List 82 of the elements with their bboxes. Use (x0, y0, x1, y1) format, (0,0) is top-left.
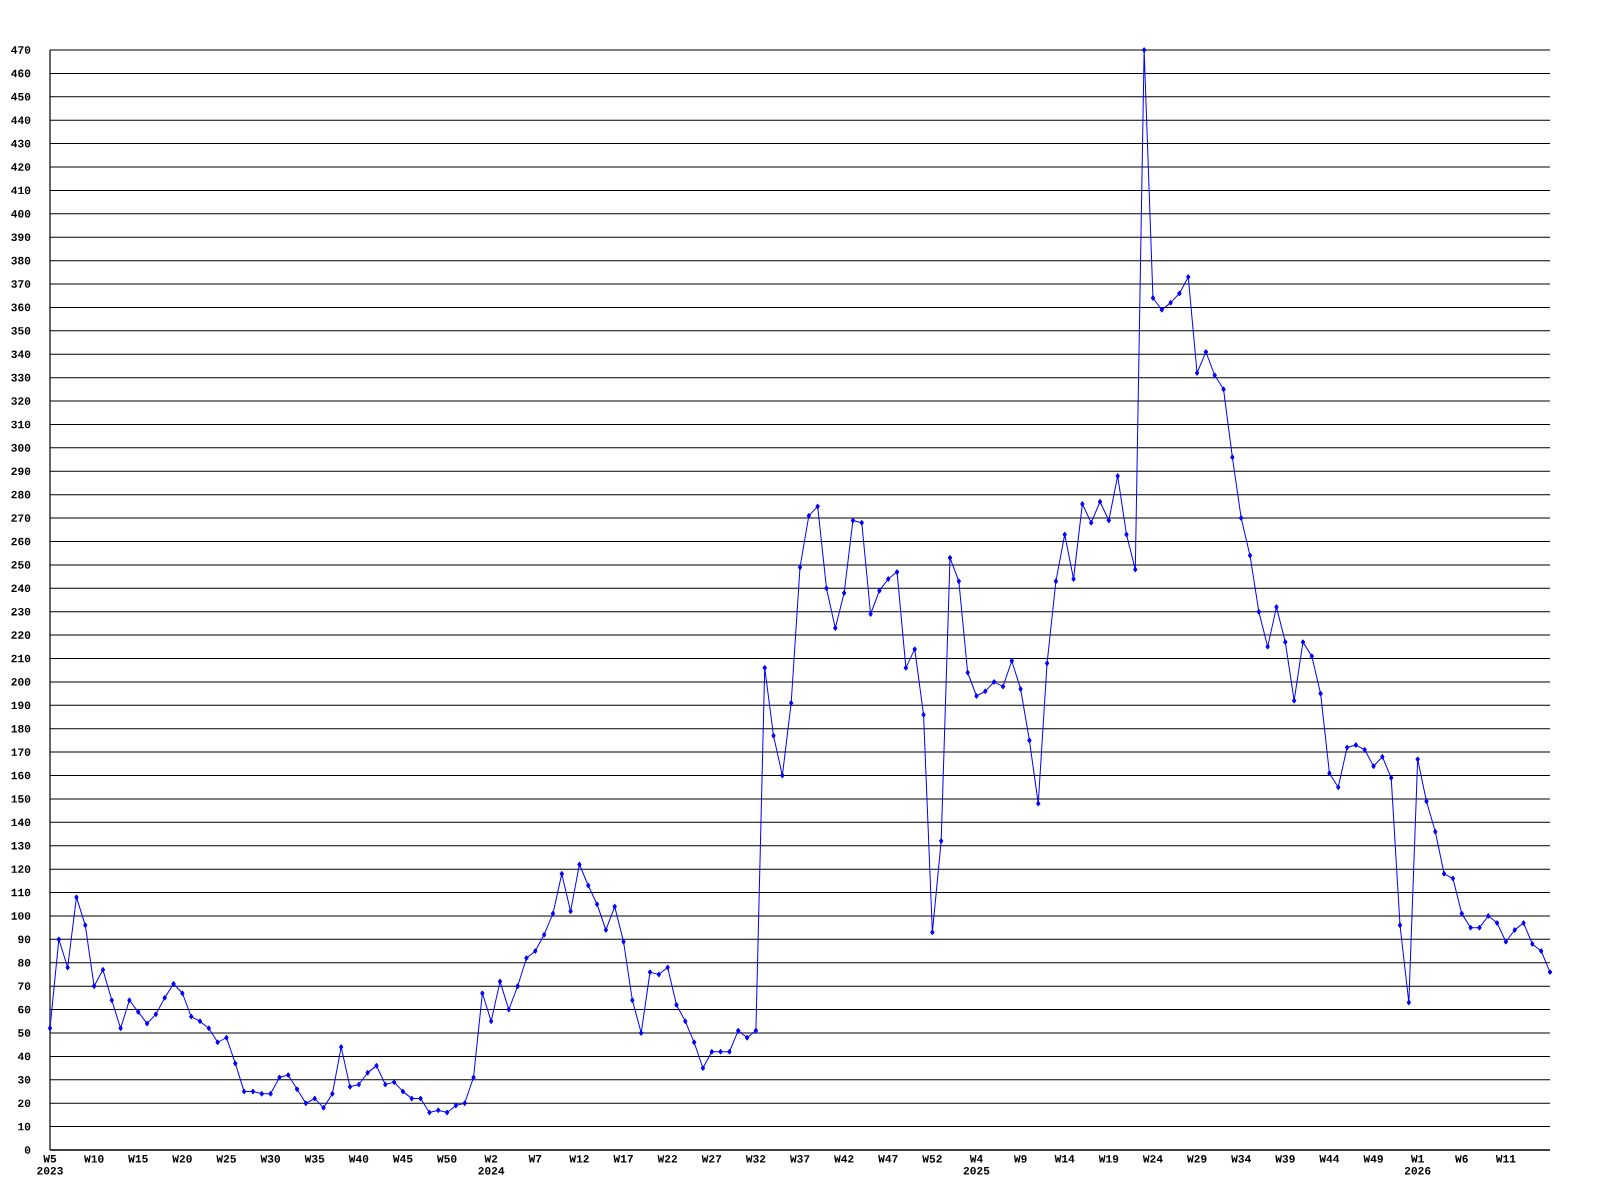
y-tick-label: 220 (11, 631, 31, 639)
x-tick-label: W22 (657, 1155, 678, 1163)
x-tick-label: W19 (1098, 1155, 1119, 1163)
y-tick-label: 70 (18, 982, 31, 990)
x-tick-label: W40 (348, 1155, 369, 1163)
y-tick-label: 90 (18, 935, 31, 944)
y-tick-label: 320 (11, 397, 31, 405)
x-tick-label: W34 (1231, 1155, 1251, 1163)
y-tick-label: 170 (11, 748, 31, 756)
y-tick-label: 210 (11, 654, 31, 663)
x-tick-label: W30 (260, 1155, 281, 1163)
y-tick-label: 440 (11, 116, 31, 124)
x-tick-label: W10 (84, 1155, 104, 1163)
y-tick-label: 120 (11, 865, 31, 873)
y-tick-label: 240 (11, 584, 31, 593)
x-tick-label: W27 (701, 1155, 722, 1163)
y-tick-label: 380 (11, 256, 31, 265)
y-tick-label: 10 (18, 1122, 31, 1131)
y-tick-label: 60 (18, 1005, 31, 1014)
x-tick-label: W50 (436, 1155, 457, 1163)
x-tick-label: W9 (1013, 1155, 1027, 1163)
y-tick-label: 450 (11, 92, 31, 101)
y-tick-label: 160 (11, 771, 31, 780)
x-tick-label: W4 2025 (963, 1155, 990, 1175)
x-tick-label: W14 (1054, 1155, 1075, 1163)
y-tick-label: 80 (18, 958, 31, 967)
y-tick-label: 390 (11, 233, 31, 242)
x-tick-label: W17 (613, 1155, 633, 1163)
x-tick-label: W12 (569, 1155, 589, 1163)
x-tick-label: W24 (1142, 1155, 1163, 1163)
y-tick-label: 360 (11, 303, 31, 312)
y-tick-label: 180 (11, 724, 31, 733)
y-tick-label: 470 (11, 46, 31, 54)
y-tick-label: 0 (24, 1146, 31, 1154)
y-tick-label: 200 (11, 678, 31, 686)
y-tick-label: 350 (11, 327, 31, 335)
x-tick-label: W2 2024 (478, 1155, 505, 1175)
y-tick-label: 150 (11, 795, 31, 803)
x-tick-label: W39 (1275, 1155, 1295, 1163)
y-tick-label: 330 (11, 373, 31, 382)
y-tick-label: 270 (11, 514, 31, 522)
y-tick-label: 30 (18, 1075, 31, 1084)
y-tick-label: 430 (11, 139, 31, 148)
x-tick-label: W32 (745, 1155, 766, 1163)
x-tick-label: W1 2026 (1404, 1155, 1431, 1175)
y-tick-label: 110 (11, 888, 31, 897)
y-tick-label: 460 (11, 69, 31, 78)
x-tick-label: W20 (172, 1155, 192, 1163)
x-tick-label: W6 (1455, 1155, 1468, 1163)
x-tick-label: W7 (528, 1155, 542, 1163)
y-tick-label: 190 (11, 701, 31, 710)
x-tick-label: W42 (834, 1155, 854, 1163)
y-tick-label: 370 (11, 280, 31, 288)
y-tick-label: 290 (11, 467, 31, 476)
y-tick-label: 400 (11, 210, 31, 218)
y-tick-label: 100 (11, 912, 31, 920)
y-tick-label: 40 (17, 1052, 31, 1061)
y-tick-label: 410 (11, 186, 31, 195)
y-tick-label: 420 (11, 163, 31, 171)
x-tick-label: W47 (878, 1155, 898, 1163)
y-tick-label: 130 (11, 841, 31, 850)
y-tick-label: 20 (18, 1099, 31, 1107)
x-tick-label: W44 (1319, 1155, 1340, 1163)
x-tick-label: W35 (304, 1155, 325, 1163)
y-tick-label: 280 (11, 490, 31, 499)
y-tick-label: 250 (11, 561, 31, 569)
y-tick-label: 50 (18, 1029, 31, 1037)
x-tick-label: W52 (922, 1155, 942, 1163)
x-tick-label: W5 2023 (37, 1155, 63, 1175)
x-tick-label: W15 (128, 1155, 148, 1163)
y-tick-label: 340 (11, 350, 31, 359)
x-tick-label: W49 (1363, 1155, 1383, 1163)
y-tick-label: 260 (11, 537, 31, 546)
x-tick-label: W29 (1186, 1155, 1207, 1163)
y-tick-label: 300 (11, 444, 31, 452)
x-tick-label: W45 (392, 1155, 413, 1163)
x-tick-label: W37 (789, 1155, 810, 1163)
y-tick-label: 310 (11, 420, 31, 429)
x-tick-label: W25 (216, 1155, 236, 1163)
y-tick-label: 230 (11, 607, 31, 616)
y-tick-label: 140 (11, 818, 31, 827)
x-tick-label: W11 (1495, 1155, 1516, 1163)
